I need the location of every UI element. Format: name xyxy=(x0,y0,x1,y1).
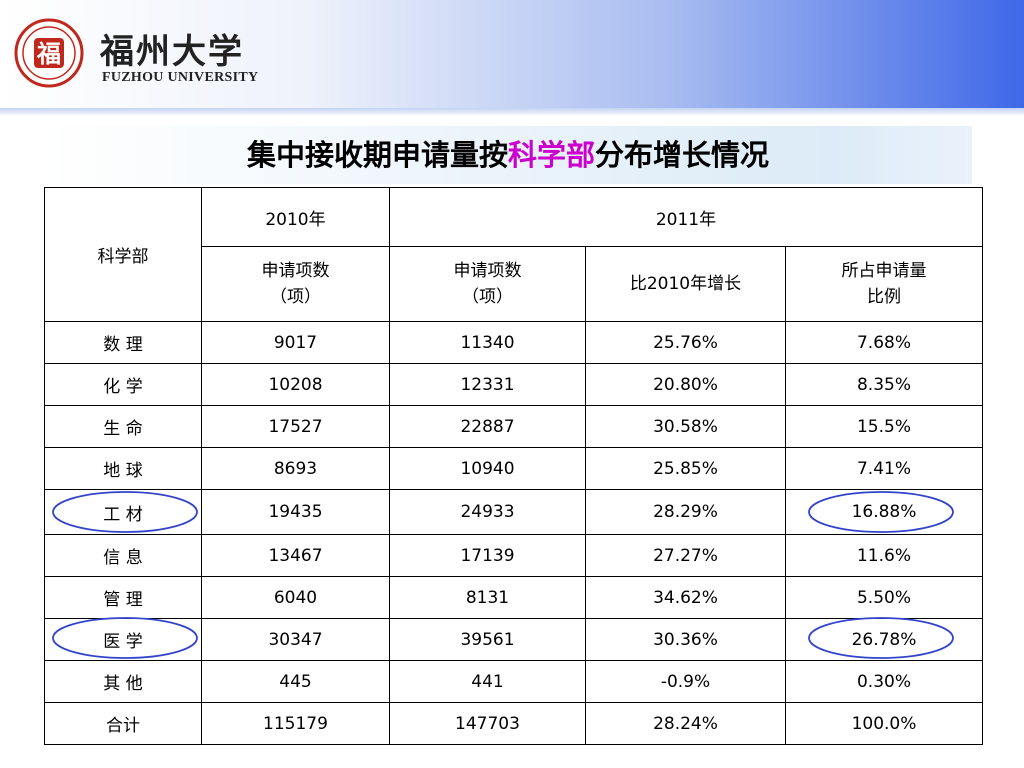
title-part1: 集中接收期申请量按 xyxy=(246,138,508,172)
title-bar: 集中接收期申请量按科学部分布增长情况 xyxy=(44,126,972,184)
apps-2010-cell: 8693 xyxy=(201,447,390,490)
share-cell: 11.6% xyxy=(785,534,983,577)
apps-2010-cell: 17527 xyxy=(201,405,390,448)
apps-2010-cell: 6040 xyxy=(201,576,390,619)
total-share: 100.0% xyxy=(785,702,983,745)
growth-cell: 25.85% xyxy=(585,447,786,490)
title-part2: 分布增长情况 xyxy=(595,138,770,172)
table-row: 地 球 8693 10940 25.85% 7.41% xyxy=(44,447,983,490)
growth-cell: 27.27% xyxy=(585,534,786,577)
apps-2010-cell: 9017 xyxy=(201,321,390,364)
apps-2010-cell: 10208 xyxy=(201,363,390,406)
total-growth: 28.24% xyxy=(585,702,786,745)
seal-char: 福 xyxy=(36,39,61,68)
logo-name-cn: 福州大学 xyxy=(100,32,244,72)
table-row: 医 学 30347 39561 30.36% 26.78% xyxy=(44,618,983,661)
apps-2010-cell: 19435 xyxy=(201,489,390,535)
header-growth: 比2010年增长 xyxy=(585,246,786,322)
apps-2011-cell: 11340 xyxy=(389,321,586,364)
dept-cell: 医 学 xyxy=(44,618,202,661)
total-label: 合计 xyxy=(44,702,202,745)
dept-cell: 信 息 xyxy=(44,534,202,577)
growth-cell: 25.76% xyxy=(585,321,786,364)
share-cell: 7.41% xyxy=(785,447,983,490)
apps-2011-cell: 39561 xyxy=(389,618,586,661)
dept-cell: 工 材 xyxy=(44,489,202,535)
university-seal-icon: 福 xyxy=(14,18,84,88)
table-row: 其 他 445 441 -0.9% 0.30% xyxy=(44,660,983,703)
table-row: 管 理 6040 8131 34.62% 5.50% xyxy=(44,576,983,619)
dept-cell: 管 理 xyxy=(44,576,202,619)
apps-2011-cell: 22887 xyxy=(389,405,586,448)
apps-2011-cell: 10940 xyxy=(389,447,586,490)
table-row: 信 息 13467 17139 27.27% 11.6% xyxy=(44,534,983,577)
table-row: 化 学 10208 12331 20.80% 8.35% xyxy=(44,363,983,406)
apps-2011-cell: 441 xyxy=(389,660,586,703)
header-dept: 科学部 xyxy=(44,187,202,322)
header-divider xyxy=(0,108,1024,116)
logo-name-en: FUZHOU UNIVERSITY xyxy=(102,70,259,85)
dept-cell: 化 学 xyxy=(44,363,202,406)
total-apps-2011: 147703 xyxy=(389,702,586,745)
header-apps-2011: 申请项数 （项） xyxy=(389,246,586,322)
apps-2010-cell: 13467 xyxy=(201,534,390,577)
table-row: 工 材 19435 24933 28.29% 16.88% xyxy=(44,489,983,535)
total-row: 合计 115179 147703 28.24% 100.0% xyxy=(44,702,983,745)
share-cell: 7.68% xyxy=(785,321,983,364)
share-cell: 8.35% xyxy=(785,363,983,406)
total-apps-2010: 115179 xyxy=(201,702,390,745)
header-banner xyxy=(0,0,1024,108)
apps-2010-cell: 445 xyxy=(201,660,390,703)
dept-cell: 其 他 xyxy=(44,660,202,703)
table-row: 数 理 9017 11340 25.76% 7.68% xyxy=(44,321,983,364)
header-apps-2010: 申请项数 （项） xyxy=(201,246,390,322)
department-table: 科学部 2010年 2011年 申请项数 （项） 申请项数 （项） 比2010年增长… xyxy=(44,187,983,745)
dept-cell: 地 球 xyxy=(44,447,202,490)
dept-cell: 数 理 xyxy=(44,321,202,364)
header-2011: 2011年 xyxy=(389,187,983,247)
header-2010: 2010年 xyxy=(201,187,390,247)
page-title: 集中接收期申请量按科学部分布增长情况 xyxy=(44,126,972,184)
apps-2010-cell: 30347 xyxy=(201,618,390,661)
growth-cell: 30.58% xyxy=(585,405,786,448)
dept-cell: 生 命 xyxy=(44,405,202,448)
apps-2011-cell: 17139 xyxy=(389,534,586,577)
growth-cell: 34.62% xyxy=(585,576,786,619)
table-row: 生 命 17527 22887 30.58% 15.5% xyxy=(44,405,983,448)
apps-2011-cell: 8131 xyxy=(389,576,586,619)
share-cell: 15.5% xyxy=(785,405,983,448)
growth-cell: 20.80% xyxy=(585,363,786,406)
growth-cell: 30.36% xyxy=(585,618,786,661)
title-highlight: 科学部 xyxy=(507,138,595,172)
share-cell: 5.50% xyxy=(785,576,983,619)
growth-cell: 28.29% xyxy=(585,489,786,535)
apps-2011-cell: 24933 xyxy=(389,489,586,535)
share-cell: 16.88% xyxy=(785,489,983,535)
header-share: 所占申请量 比例 xyxy=(785,246,983,322)
growth-cell: -0.9% xyxy=(585,660,786,703)
share-cell: 26.78% xyxy=(785,618,983,661)
apps-2011-cell: 12331 xyxy=(389,363,586,406)
share-cell: 0.30% xyxy=(785,660,983,703)
